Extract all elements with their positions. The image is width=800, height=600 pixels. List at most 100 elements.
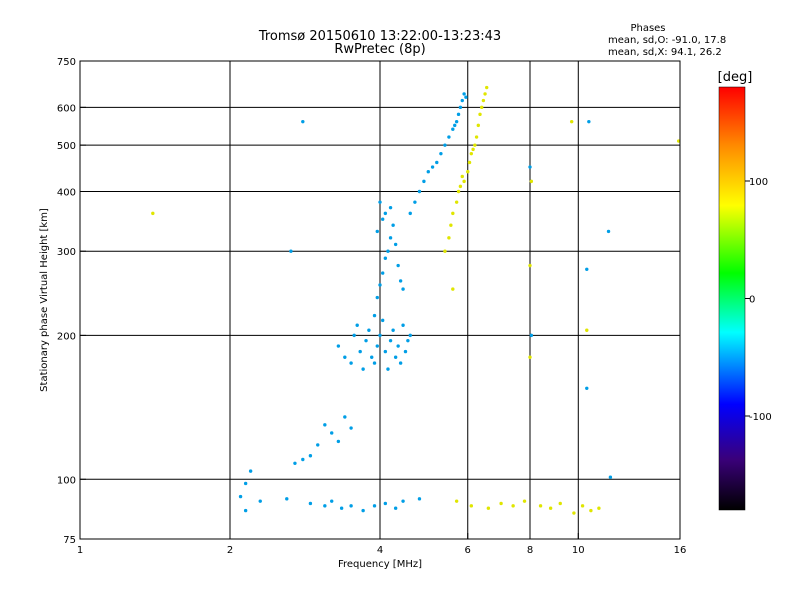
data-point xyxy=(467,160,472,165)
data-point xyxy=(403,349,408,354)
data-point xyxy=(453,123,457,128)
data-point xyxy=(585,386,589,391)
data-point xyxy=(435,160,439,165)
data-point xyxy=(454,119,459,124)
y-tick-label: 750 xyxy=(57,57,76,68)
data-point xyxy=(388,236,393,240)
y-tick-label: 75 xyxy=(63,535,76,546)
data-point xyxy=(466,170,470,174)
data-point xyxy=(393,355,398,359)
data-point xyxy=(383,256,388,260)
data-point xyxy=(301,457,305,462)
data-point xyxy=(336,439,341,444)
data-point xyxy=(476,123,481,128)
data-point xyxy=(422,179,426,184)
data-point xyxy=(580,504,585,508)
data-point xyxy=(486,506,491,510)
data-point xyxy=(289,249,293,253)
data-point xyxy=(449,223,453,227)
data-point xyxy=(398,361,403,365)
data-point xyxy=(355,323,359,327)
data-point xyxy=(308,454,313,458)
data-point xyxy=(528,355,532,359)
data-point xyxy=(391,223,395,227)
x-axis-ticks: 1 2 4 6 8 10 16 xyxy=(77,533,686,556)
data-point xyxy=(456,112,461,117)
data-point xyxy=(443,249,447,253)
data-point xyxy=(375,229,379,234)
data-point xyxy=(499,501,503,506)
data-point xyxy=(454,499,459,503)
data-point xyxy=(383,211,388,216)
data-point xyxy=(378,200,382,204)
data-point xyxy=(380,217,385,221)
data-point xyxy=(378,333,382,338)
grid-lines xyxy=(80,61,680,539)
data-point xyxy=(456,189,461,194)
data-point xyxy=(343,415,347,419)
chart-subtitle: RwPretec (8p) xyxy=(334,42,425,57)
colorbar-tick-label: 0 xyxy=(749,295,755,306)
data-point xyxy=(330,431,334,435)
y-axis-ticks: 75 100 200 300 400 500 600 750 xyxy=(57,57,86,546)
data-point xyxy=(398,279,403,283)
chart-title: Tromsø 20150610 13:22:00-13:23:43 xyxy=(258,29,501,44)
data-point xyxy=(511,504,515,508)
data-point xyxy=(386,367,390,371)
data-point xyxy=(480,105,484,110)
x-tick-label: 8 xyxy=(527,545,533,556)
data-point xyxy=(481,98,486,103)
data-point xyxy=(474,135,479,139)
data-point xyxy=(558,501,562,506)
data-point xyxy=(426,170,430,174)
data-point xyxy=(462,92,466,96)
data-point xyxy=(391,328,395,332)
data-point xyxy=(243,481,248,486)
data-point xyxy=(408,333,412,338)
y-tick-label: 600 xyxy=(57,103,76,114)
colorbar-label: [deg] xyxy=(718,70,753,85)
data-point xyxy=(585,267,589,271)
data-point xyxy=(451,127,455,131)
data-point xyxy=(388,205,393,210)
data-point xyxy=(238,494,243,499)
data-point xyxy=(460,98,464,103)
data-point xyxy=(358,349,362,354)
x-tick-label: 6 xyxy=(465,545,471,556)
data-point xyxy=(386,249,390,253)
data-point xyxy=(587,119,591,124)
data-point xyxy=(375,295,379,300)
data-point xyxy=(285,497,289,501)
data-point xyxy=(301,119,305,124)
data-point xyxy=(258,499,262,503)
data-point xyxy=(380,271,385,275)
x-tick-label: 4 xyxy=(377,545,383,556)
data-point xyxy=(349,504,353,508)
y-tick-label: 300 xyxy=(57,247,76,258)
data-point xyxy=(469,504,474,508)
data-point xyxy=(439,151,443,156)
data-point xyxy=(572,511,576,515)
data-point xyxy=(473,143,477,147)
data-points xyxy=(151,85,681,515)
data-point xyxy=(367,328,371,332)
y-axis-label: Stationary phase Virtual Height [km] xyxy=(39,208,50,392)
data-point xyxy=(243,508,248,513)
data-point xyxy=(585,328,589,332)
data-point xyxy=(308,501,313,506)
data-point xyxy=(548,506,553,510)
data-point xyxy=(336,344,341,348)
data-point xyxy=(462,179,466,184)
data-point xyxy=(460,174,464,179)
data-point xyxy=(378,283,382,287)
data-point xyxy=(380,318,385,323)
x-tick-label: 10 xyxy=(572,545,585,556)
data-point xyxy=(401,323,405,327)
colorbar-ticks: 100 0 -100 xyxy=(745,177,772,423)
y-tick-label: 200 xyxy=(57,331,76,342)
data-point xyxy=(352,333,356,338)
data-point xyxy=(316,443,320,447)
data-point xyxy=(323,423,327,427)
x-tick-label: 1 xyxy=(77,545,83,556)
data-point xyxy=(383,501,388,506)
